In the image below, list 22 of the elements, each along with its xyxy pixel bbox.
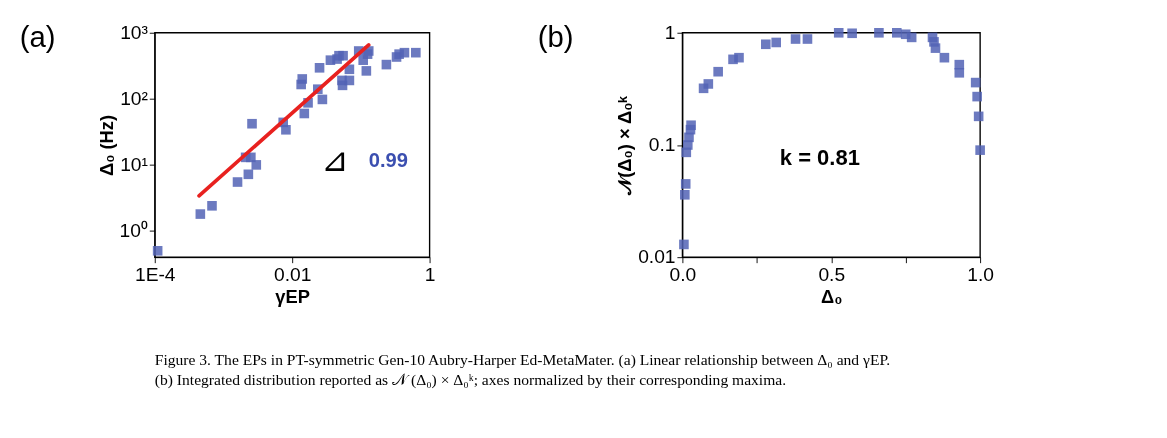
text: (b) Integrated distribution reported as 𝒩 (Δ₀) × Δ₀ᵏ; axes normalized by their corresponding maxima. (154, 371, 787, 390)
x-axis-title: Δ₀ (821, 285, 843, 307)
annotation: k = 0.81 (779, 144, 860, 170)
y-tick-label: 10² (120, 87, 149, 109)
x-tick-label: 0.01 (273, 263, 312, 285)
x-tick-label: 1.0 (967, 263, 994, 285)
annotation: 0.99 (368, 149, 408, 172)
chart-title: (a) (19, 20, 56, 54)
x-tick-label: 0.5 (818, 263, 846, 285)
y-axis-title: 𝒩(Δ₀) × Δ₀ᵏ (613, 95, 635, 196)
y-tick-label: 1 (664, 21, 676, 43)
y-tick-label: 10¹ (120, 153, 148, 175)
y-tick-label: 10⁰ (119, 219, 148, 241)
chart-title: (b) (537, 20, 574, 54)
y-tick-label: 10³ (120, 21, 149, 43)
x-tick-label: 1 (424, 263, 436, 285)
y-tick-label: 0.1 (648, 133, 676, 155)
x-tick-label: 1E-4 (134, 263, 176, 285)
caption: Figure 3. The EPs in PT-symmetric Gen-10 Aubry-Harper Ed-MetaMater. (a) Linear relationship between Δ₀ and γEP. (154, 351, 891, 370)
x-axis-title: γEP (275, 285, 310, 307)
y-axis-title: Δ₀ (Hz) (95, 114, 117, 177)
annotation: ⊿ (321, 141, 350, 179)
